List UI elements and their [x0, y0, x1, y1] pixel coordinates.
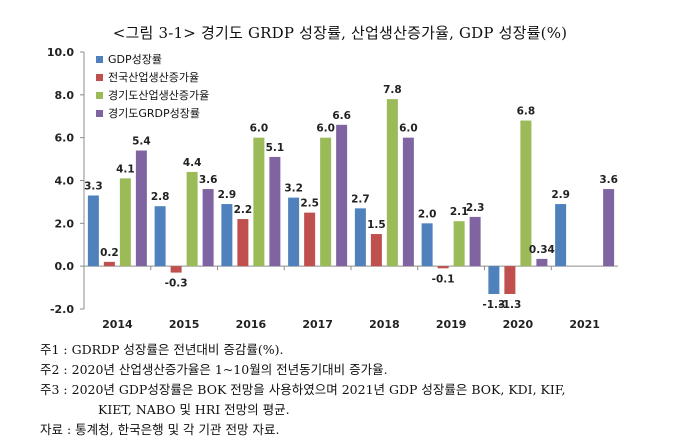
bar	[103, 261, 115, 267]
chart-title: <그림 3-1> 경기도 GRDP 성장률, 산업생산증가율, GDP 성장률(…	[112, 24, 568, 42]
data-label: 6.8	[517, 106, 536, 118]
note-source: 자료 : 통계청, 한국은행 및 각 기관 전망 자료.	[40, 422, 280, 437]
bar	[119, 178, 131, 267]
data-label: 5.1	[266, 142, 285, 154]
legend-swatch	[96, 92, 103, 99]
y-tick-label: 4.0	[55, 175, 75, 188]
data-label: 2.2	[234, 204, 253, 216]
data-label: 4.4	[183, 157, 202, 169]
legend-swatch	[96, 74, 103, 81]
x-tick-label: 2016	[236, 318, 267, 331]
data-label: 3.6	[199, 174, 218, 186]
bar	[202, 189, 214, 267]
data-label: 3.3	[84, 180, 103, 192]
bar	[253, 137, 265, 267]
bar-chart: -2.0 0.0 2.0 4.0 6.0 8.0 10.0 2014 3.3 0.2 4.1 5.4 2…	[47, 46, 618, 331]
x-tick-label: 2015	[169, 318, 200, 331]
legend-swatch	[96, 110, 103, 117]
legend-swatch	[96, 56, 103, 63]
data-label: 2.9	[218, 189, 237, 201]
bar	[170, 266, 182, 273]
x-tick-label: 2020	[503, 318, 534, 331]
data-label: 5.4	[132, 136, 151, 148]
bar	[336, 124, 348, 267]
bar	[221, 204, 233, 267]
bar	[154, 206, 166, 267]
bar	[520, 120, 532, 267]
bar	[288, 197, 300, 267]
data-label: 1.5	[367, 219, 386, 231]
data-label: 4.1	[116, 163, 135, 175]
bar	[402, 137, 414, 267]
data-label: -1.3	[482, 299, 505, 311]
data-label: 6.0	[316, 123, 335, 135]
x-tick-label: 2014	[102, 318, 133, 331]
bar	[135, 150, 147, 267]
x-tick-label: 2018	[369, 318, 400, 331]
bar	[555, 204, 567, 267]
note-1: 주1 : GDRDP 성장률은 전년대비 증감률(%).	[40, 342, 284, 357]
data-label: 3.2	[284, 183, 303, 195]
data-label: 2.8	[151, 191, 170, 203]
data-label: 2.3	[466, 202, 485, 214]
data-label: -0.3	[165, 278, 188, 290]
bar	[370, 234, 382, 267]
data-label: 7.8	[383, 84, 402, 96]
data-label: 6.0	[399, 123, 418, 135]
legend-label: 경기도GRDP성장률	[108, 107, 200, 120]
x-tick-label: 2019	[436, 318, 467, 331]
data-label: 6.0	[250, 123, 269, 135]
data-label: 2.1	[450, 206, 469, 218]
bar	[186, 171, 198, 267]
note-2: 주2 : 2020년 산업생산증가율은 1~10월의 전년동기대비 증가율.	[40, 362, 388, 377]
bar	[603, 189, 615, 267]
bar	[488, 266, 500, 295]
bar	[536, 258, 548, 267]
y-tick-label: -2.0	[50, 303, 74, 316]
data-label: 0.2	[100, 247, 119, 259]
data-label: 2.7	[351, 193, 370, 205]
bar	[437, 266, 449, 269]
bar	[504, 266, 516, 295]
bar	[269, 156, 281, 267]
y-tick-label: 2.0	[55, 217, 75, 230]
note-3-continued: KIET, NABO 및 HRI 전망의 평균.	[98, 402, 290, 417]
data-label: -1.3	[498, 299, 521, 311]
data-label: 2.5	[300, 198, 319, 210]
legend-label: 전국산업생산증가율	[108, 71, 199, 84]
x-tick-label: 2021	[569, 318, 600, 331]
bar	[386, 99, 398, 267]
bar	[354, 208, 366, 267]
data-label: 2.9	[551, 189, 570, 201]
bar	[469, 216, 481, 267]
y-tick-label: 0.0	[55, 260, 75, 273]
bar	[237, 219, 249, 267]
y-tick-label: 8.0	[55, 89, 75, 102]
bar	[421, 223, 433, 267]
x-tick-label: 2017	[302, 318, 333, 331]
bar	[453, 221, 465, 267]
data-label: 6.6	[332, 110, 351, 122]
note-3: 주3 : 2020년 GDP성장률은 BOK 전망을 사용하였으며 2021년 …	[40, 382, 566, 397]
y-tick-label: 10.0	[47, 46, 74, 59]
footnotes: 주1 : GDRDP 성장률은 전년대비 증감률(%). 주2 : 2020년 …	[40, 340, 670, 440]
bar	[304, 212, 316, 267]
y-tick-label: 6.0	[55, 132, 75, 145]
legend-label: 경기도산업생산증가율	[108, 89, 209, 102]
data-label: -0.1	[432, 273, 455, 285]
bar	[87, 195, 99, 267]
bar	[320, 137, 332, 267]
legend-label: GDP성장률	[108, 53, 162, 66]
data-label: 2.0	[418, 208, 437, 220]
data-label: 0.34	[529, 244, 555, 256]
data-label: 3.6	[599, 174, 618, 186]
